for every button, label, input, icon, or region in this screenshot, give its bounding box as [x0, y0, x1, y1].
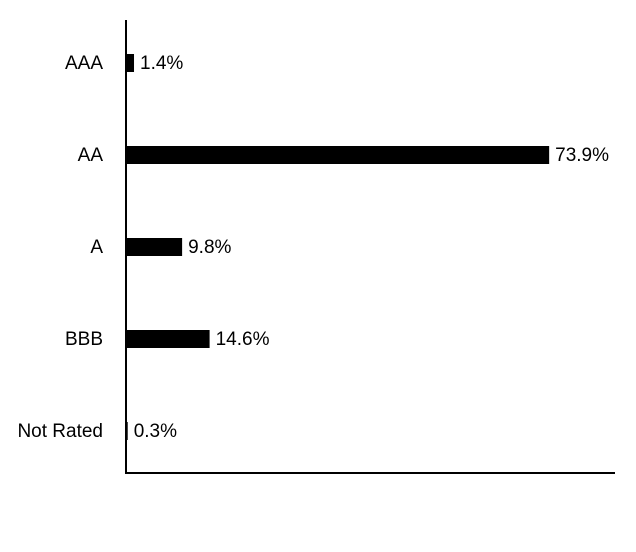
data-label: 73.9%: [555, 145, 609, 166]
data-label: 9.8%: [188, 237, 231, 258]
data-label: 14.6%: [216, 329, 270, 350]
bar: [126, 330, 210, 348]
y-tick-label: AAA: [65, 53, 103, 74]
bar: [126, 54, 135, 72]
y-tick-label: AA: [78, 145, 104, 166]
bar: [126, 146, 550, 164]
bar: [126, 238, 183, 256]
y-tick-label: BBB: [65, 329, 103, 350]
data-label: 1.4%: [140, 53, 183, 74]
bar: [126, 422, 128, 440]
y-tick-label: A: [90, 237, 103, 258]
data-label: 0.3%: [134, 421, 177, 442]
y-tick-label: Not Rated: [17, 421, 103, 442]
